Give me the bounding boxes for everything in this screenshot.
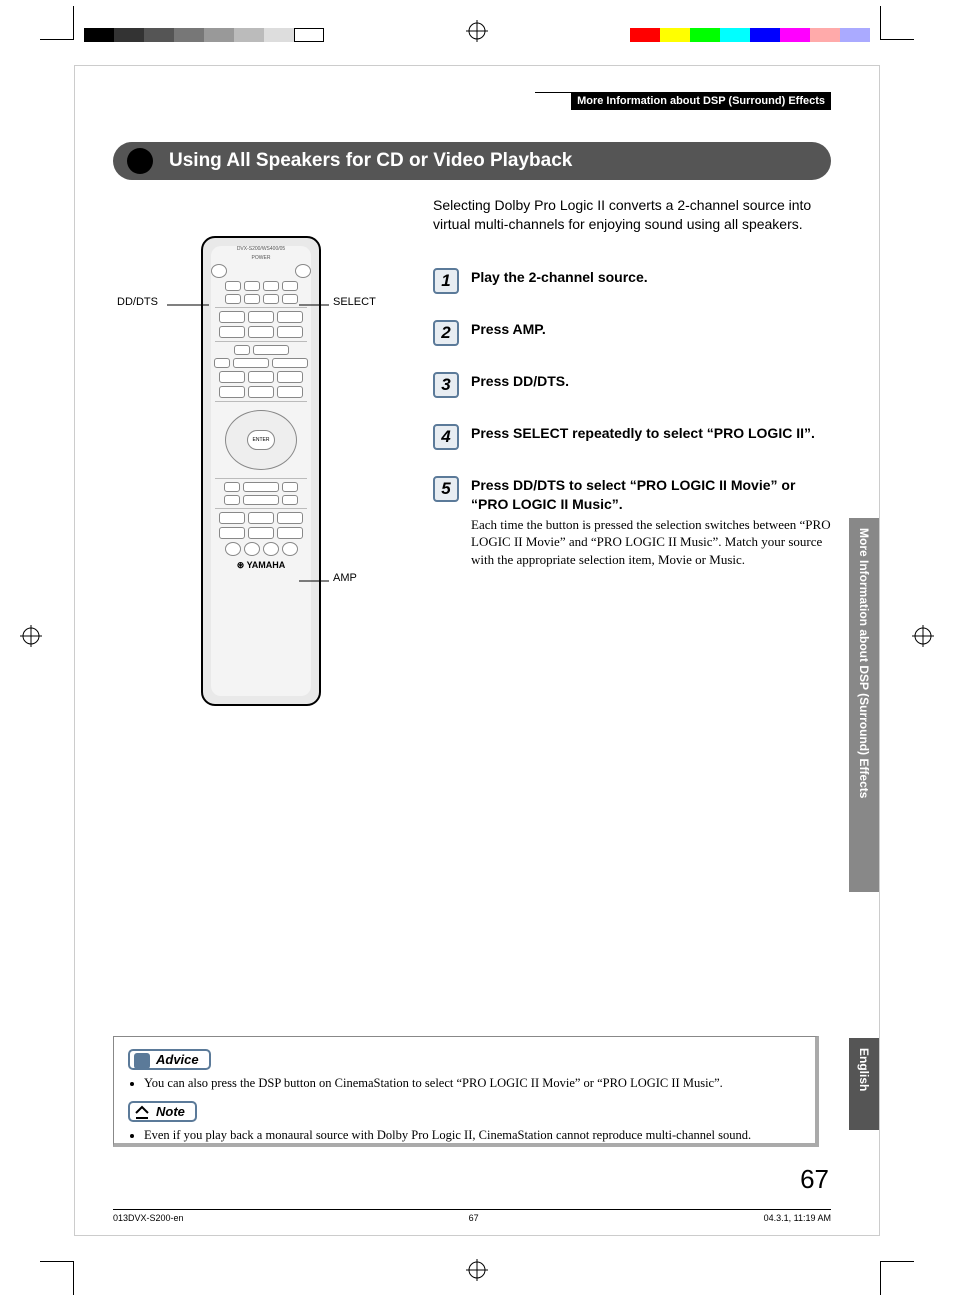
step-number-badge: 4 <box>433 424 459 450</box>
footer-file: 013DVX-S200-en <box>113 1213 184 1223</box>
footer-page: 67 <box>469 1213 479 1223</box>
registration-mark <box>466 20 488 42</box>
page-number: 67 <box>800 1164 829 1195</box>
note-item: Even if you play back a monaural source … <box>144 1128 801 1143</box>
crop-mark <box>40 1261 74 1295</box>
advice-item: You can also press the DSP button on Cin… <box>144 1076 801 1091</box>
section-heading-text: Using All Speakers for CD or Video Playb… <box>169 150 572 171</box>
step-title: Press SELECT repeatedly to select “PRO L… <box>471 424 815 443</box>
crop-mark <box>880 1261 914 1295</box>
crop-mark <box>40 6 74 40</box>
step-item: 4 Press SELECT repeatedly to select “PRO… <box>433 424 831 450</box>
callout-dd-dts: DD/DTS <box>117 296 158 308</box>
step-number-badge: 3 <box>433 372 459 398</box>
page-frame: More Information about DSP (Surround) Ef… <box>74 65 880 1236</box>
step-number-badge: 5 <box>433 476 459 502</box>
step-item: 3 Press DD/DTS. <box>433 372 831 398</box>
section-heading: Using All Speakers for CD or Video Playb… <box>113 142 831 180</box>
intro-paragraph: Selecting Dolby Pro Logic II converts a … <box>433 196 819 234</box>
note-tag: Note <box>128 1101 197 1122</box>
step-number-badge: 2 <box>433 320 459 346</box>
color-bar <box>630 28 870 42</box>
step-list: 1 Play the 2-channel source. 2 Press AMP… <box>433 268 831 594</box>
step-title: Press DD/DTS to select “PRO LOGIC II Mov… <box>471 476 831 514</box>
step-number-badge: 1 <box>433 268 459 294</box>
step-title: Press DD/DTS. <box>471 372 569 391</box>
grayscale-bar <box>84 28 324 42</box>
step-title: Play the 2-channel source. <box>471 268 648 287</box>
side-tab-section: More Information about DSP (Surround) Ef… <box>849 518 879 892</box>
power-button-icon <box>211 264 227 278</box>
step-item: 2 Press AMP. <box>433 320 831 346</box>
advice-tag: Advice <box>128 1049 211 1070</box>
step-item: 5 Press DD/DTS to select “PRO LOGIC II M… <box>433 476 831 568</box>
advice-icon <box>134 1053 150 1069</box>
registration-mark <box>20 625 42 647</box>
callout-select: SELECT <box>333 296 376 308</box>
heading-bullet-icon <box>127 148 153 174</box>
remote-model: DVX-S200/WS400/05 <box>211 246 311 252</box>
registration-mark <box>466 1259 488 1281</box>
dpad-icon: ENTER <box>221 406 301 474</box>
note-icon <box>134 1105 150 1121</box>
footer-timestamp: 04.3.1, 11:19 AM <box>764 1213 831 1223</box>
header-section-label: More Information about DSP (Surround) Ef… <box>571 92 831 110</box>
tv-power-icon <box>295 264 311 278</box>
footer-meta: 013DVX-S200-en 67 04.3.1, 11:19 AM <box>113 1209 831 1223</box>
callout-amp: AMP <box>333 572 357 584</box>
brand-logo: ⊛ YAMAHA <box>211 560 311 571</box>
registration-mark <box>912 625 934 647</box>
crop-mark <box>880 6 914 40</box>
running-header: More Information about DSP (Surround) Ef… <box>535 92 831 110</box>
advice-note-box: Advice You can also press the DSP button… <box>113 1036 819 1147</box>
side-tab-language: English <box>849 1038 879 1130</box>
step-item: 1 Play the 2-channel source. <box>433 268 831 294</box>
step-subtext: Each time the button is pressed the sele… <box>471 516 831 569</box>
step-title: Press AMP. <box>471 320 546 339</box>
